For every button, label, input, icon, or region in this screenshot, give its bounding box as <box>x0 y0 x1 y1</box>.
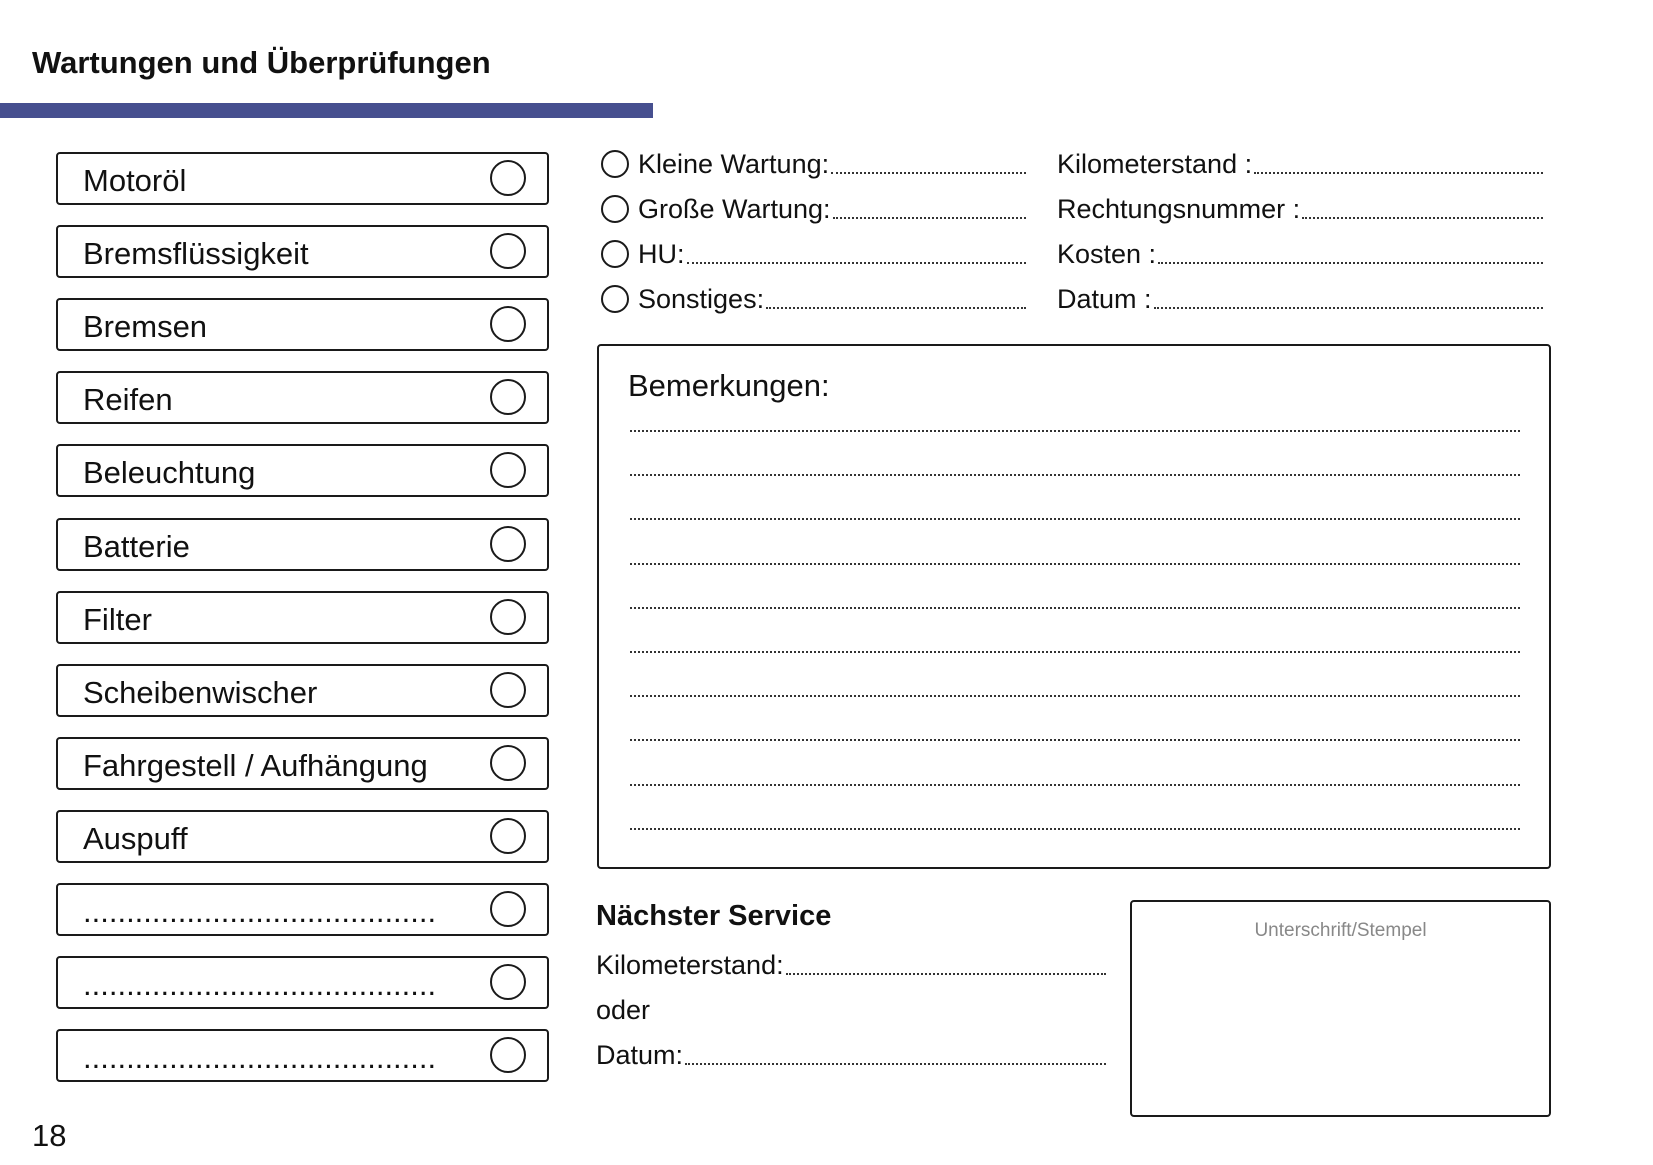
next-service-title: Nächster Service <box>596 900 832 932</box>
remarks-line[interactable] <box>630 783 1520 786</box>
service-field-line[interactable] <box>1158 262 1543 264</box>
service-type-line[interactable] <box>832 217 1026 219</box>
signature-stamp-box[interactable]: Unterschrift/Stempel <box>1130 900 1551 1117</box>
radio-button[interactable] <box>601 150 629 178</box>
remarks-line[interactable] <box>630 606 1520 609</box>
checkbox-circle[interactable] <box>490 817 526 854</box>
remarks-line[interactable] <box>630 474 1520 477</box>
checkbox-circle[interactable] <box>490 233 526 270</box>
checklist-item-label: Filter <box>83 601 152 637</box>
service-type-option[interactable]: Große Wartung: <box>601 194 1026 225</box>
service-type-line[interactable] <box>686 262 1026 264</box>
remarks-line[interactable] <box>630 430 1520 432</box>
service-type-label: Sonstiges: <box>638 284 765 314</box>
service-type-line[interactable] <box>831 172 1026 174</box>
checklist-item-label: Reifen <box>83 382 173 418</box>
service-field-label: Kilometerstand : <box>1057 149 1253 179</box>
service-field-line[interactable] <box>1302 217 1543 219</box>
service-field[interactable]: Datum : <box>1057 284 1543 315</box>
service-field-label: Rechtungsnummer : <box>1057 194 1301 224</box>
service-type-label: HU: <box>638 239 685 269</box>
or-label: oder <box>596 995 651 1025</box>
remarks-box[interactable]: Bemerkungen: <box>597 344 1551 869</box>
checklist-item-label: ........................................… <box>83 967 437 1003</box>
remarks-line[interactable] <box>630 562 1520 565</box>
checkbox-circle[interactable] <box>490 744 526 781</box>
checkbox-circle[interactable] <box>490 160 526 196</box>
next-date-field[interactable]: Datum: <box>596 1040 1106 1071</box>
service-field-line[interactable] <box>1254 172 1543 174</box>
checklist-item[interactable]: Filter <box>56 590 549 644</box>
checklist-item[interactable]: ........................................… <box>56 956 549 1010</box>
checklist-item[interactable]: Bremsen <box>56 298 549 352</box>
remarks-title: Bemerkungen: <box>628 368 830 403</box>
checklist-item-label: Auspuff <box>83 820 188 856</box>
radio-button[interactable] <box>601 240 629 268</box>
checklist-item[interactable]: Bremsflüssigkeit <box>56 225 549 279</box>
checklist-item[interactable]: Fahrgestell / Aufhängung <box>56 736 549 790</box>
next-date-line[interactable] <box>685 1063 1106 1065</box>
service-type-label: Große Wartung: <box>638 194 831 224</box>
checkbox-circle[interactable] <box>490 598 526 635</box>
next-mileage-line[interactable] <box>785 973 1106 975</box>
checklist-item[interactable]: ........................................… <box>56 883 549 936</box>
page-title: Wartungen und Überprüfungen <box>32 45 491 80</box>
service-field[interactable]: Rechtungsnummer : <box>1057 194 1543 225</box>
checklist-item-label: Bremsen <box>83 309 208 345</box>
checklist-item-label: Scheibenwischer <box>83 674 318 710</box>
service-field-label: Kosten : <box>1057 239 1157 269</box>
checklist-item[interactable]: Reifen <box>56 371 549 425</box>
remarks-line[interactable] <box>630 651 1520 653</box>
next-mileage-field[interactable]: Kilometerstand: <box>596 950 1106 981</box>
remarks-line[interactable] <box>630 518 1520 521</box>
checklist-item-label: Fahrgestell / Aufhängung <box>83 747 428 783</box>
checklist-item[interactable]: Motoröl <box>56 152 549 205</box>
service-type-label: Kleine Wartung: <box>638 149 830 179</box>
stamp-label: Unterschrift/Stempel <box>1254 920 1427 941</box>
checklist-item[interactable]: ........................................… <box>56 1029 549 1083</box>
service-type-option[interactable]: Sonstiges: <box>601 284 1026 315</box>
checkbox-circle[interactable] <box>490 452 526 489</box>
remarks-line[interactable] <box>630 695 1520 698</box>
checkbox-circle[interactable] <box>490 964 526 1001</box>
checklist-item-label: Batterie <box>83 528 190 564</box>
radio-button[interactable] <box>601 195 629 223</box>
service-field[interactable]: Kosten : <box>1057 239 1543 270</box>
page-number: 18 <box>32 1118 67 1153</box>
checklist-item-label: ........................................… <box>83 894 437 929</box>
checklist-item-label: Motoröl <box>83 163 187 198</box>
remarks-line[interactable] <box>630 739 1520 742</box>
checkbox-circle[interactable] <box>490 306 526 343</box>
checkbox-circle[interactable] <box>490 525 526 562</box>
checkbox-circle[interactable] <box>490 379 526 416</box>
service-type-option[interactable]: HU: <box>601 239 1026 270</box>
service-type-option[interactable]: Kleine Wartung: <box>601 149 1026 180</box>
checklist-item[interactable]: Beleuchtung <box>56 444 549 498</box>
checklist-item-label: ........................................… <box>83 1040 437 1076</box>
checklist-item[interactable]: Scheibenwischer <box>56 663 549 717</box>
checklist-item[interactable]: Batterie <box>56 517 549 571</box>
checkbox-circle[interactable] <box>490 891 526 927</box>
next-mileage-label: Kilometerstand: <box>596 950 784 980</box>
checklist-item[interactable]: Auspuff <box>56 809 549 863</box>
radio-button[interactable] <box>601 285 629 313</box>
service-field-line[interactable] <box>1153 307 1543 309</box>
service-field[interactable]: Kilometerstand : <box>1057 149 1543 180</box>
service-field-label: Datum : <box>1057 284 1152 314</box>
checkbox-circle[interactable] <box>490 671 526 708</box>
checklist-item-label: Beleuchtung <box>83 455 256 491</box>
checkbox-circle[interactable] <box>490 1037 526 1074</box>
title-accent-bar <box>0 103 653 118</box>
service-type-line[interactable] <box>766 307 1026 309</box>
checklist-item-label: Bremsflüssigkeit <box>83 236 309 272</box>
remarks-line[interactable] <box>630 827 1520 830</box>
next-date-label: Datum: <box>596 1040 684 1070</box>
